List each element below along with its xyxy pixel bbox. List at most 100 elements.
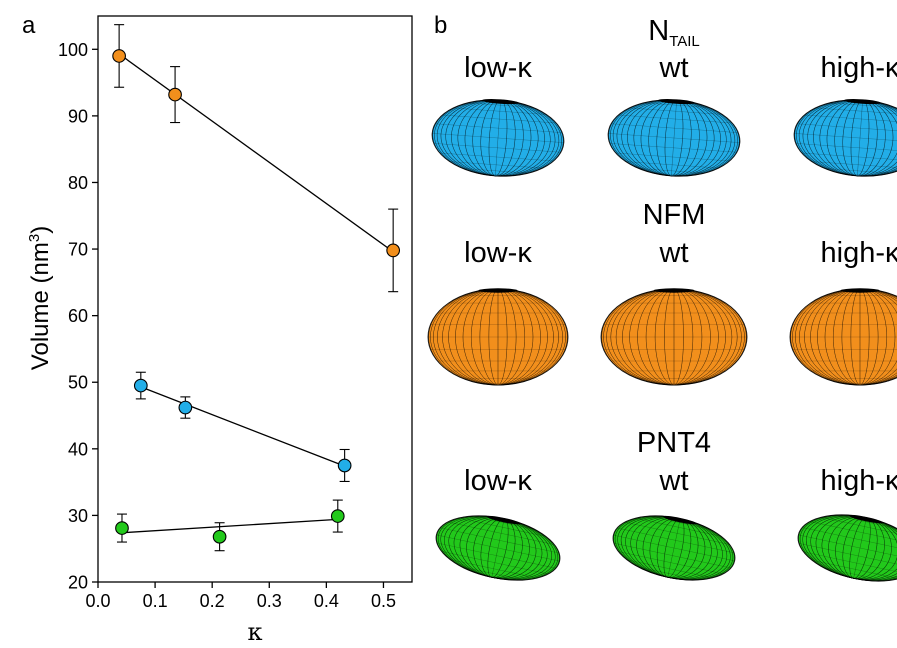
ellipsoid-mesh-line xyxy=(447,521,555,545)
ellipsoid-pole xyxy=(486,515,522,525)
ellipsoid-mesh-line xyxy=(449,559,538,579)
panel-a-label: a xyxy=(22,12,36,39)
pnt4-ellipsoid xyxy=(797,514,897,582)
ellipsoid-mesh-line xyxy=(638,168,705,174)
ellipsoid-mesh-line xyxy=(475,572,508,580)
x-tick-label: 0.0 xyxy=(85,591,110,611)
ellipsoid-mesh-line xyxy=(478,173,513,177)
ellipsoid-mesh-line xyxy=(815,107,897,115)
fit-lines xyxy=(118,53,394,534)
ellipsoid-mesh-line xyxy=(643,102,710,108)
ellipsoid-mesh-line xyxy=(798,542,897,569)
data-point xyxy=(168,87,182,102)
ellipsoid-mesh-line xyxy=(625,161,719,169)
nfm-ellipsoid xyxy=(789,288,897,386)
ntail-variant-label: wt xyxy=(659,52,689,84)
ntail-ellipsoid xyxy=(607,99,741,177)
ellipsoid-mesh-line xyxy=(629,107,723,115)
ellipsoid-mesh-line xyxy=(461,566,524,581)
ellipsoid-pole xyxy=(482,99,519,105)
y-tick-label: 100 xyxy=(58,40,88,60)
nfm-ellipsoid xyxy=(427,288,569,386)
ellipsoid-mesh-line xyxy=(439,152,554,162)
nfm-ellipsoid xyxy=(600,288,748,386)
ellipsoid-pole xyxy=(662,515,697,525)
ellipsoid-mesh-line xyxy=(811,161,897,169)
ellipsoid-mesh-line xyxy=(803,551,897,575)
fit-line xyxy=(118,53,394,253)
y-tick-label: 50 xyxy=(68,373,88,393)
ellipsoid-pole xyxy=(653,288,695,293)
ellipsoid-mesh-line xyxy=(453,107,547,115)
y-tick-label: 80 xyxy=(68,173,88,193)
fit-line xyxy=(140,386,345,467)
ellipsoid-mesh-line xyxy=(654,173,689,177)
y-tick-label: 20 xyxy=(68,573,88,593)
ellipsoid-mesh-line xyxy=(804,114,897,124)
ellipsoid-pole xyxy=(840,288,880,293)
ellipsoid-mesh-line xyxy=(613,542,732,569)
data-point xyxy=(112,49,126,63)
ellipsoid-mesh-line xyxy=(462,168,529,174)
nfm-variant-label: low-κ xyxy=(464,237,532,269)
ntail-variant-label: high-κ xyxy=(821,52,897,84)
pnt4-variant-label: high-κ xyxy=(821,465,897,497)
ellipsoid-mesh-line xyxy=(436,534,560,562)
data-point xyxy=(178,400,193,415)
x-tick-label: 0.2 xyxy=(200,591,225,611)
pnt4-ellipsoid xyxy=(612,515,736,581)
ellipsoid-mesh-line xyxy=(649,515,710,530)
ellipsoid-mesh-line xyxy=(615,152,730,162)
y-axis-title: Volume (nm3) xyxy=(26,226,54,370)
x-axis-title: κ xyxy=(248,618,263,646)
y-tick-label: 40 xyxy=(68,439,88,459)
data-point xyxy=(212,529,227,544)
ellipsoid-mesh-line xyxy=(467,102,534,108)
data-point xyxy=(386,243,401,258)
ellipsoid-mesh-line xyxy=(618,114,733,124)
ellipsoid-mesh-line xyxy=(829,102,896,108)
ellipsoid-mesh-line xyxy=(442,114,557,124)
pnt4-title: PNT4 xyxy=(637,427,711,459)
ellipsoid-mesh-line xyxy=(616,527,735,554)
plot-frame xyxy=(97,15,413,583)
ellipsoid-mesh-line xyxy=(618,551,724,575)
x-tick-label: 0.1 xyxy=(143,591,168,611)
y-tick-label: 30 xyxy=(68,506,88,526)
ellipsoid-mesh-line xyxy=(809,521,897,545)
ellipsoid-pole xyxy=(844,99,881,105)
ellipsoid-mesh-line xyxy=(449,161,543,169)
fit-line xyxy=(121,518,338,534)
y-axis-ticks: 20 30 40 50 60 70 80 90 100 xyxy=(58,40,98,593)
ellipsoid-mesh-line xyxy=(823,567,886,582)
ellipsoid-mesh-line xyxy=(798,534,897,562)
ellipsoid-panel: NTAIL low-κ wt high-κ NFM low-κ wt high-κ PNT4 lo… xyxy=(427,15,897,582)
x-axis-ticks: 0.0 0.1 0.2 0.3 0.4 0.5 xyxy=(85,582,396,611)
y-tick-label: 90 xyxy=(68,106,88,126)
ellipsoid-mesh-line xyxy=(811,559,897,579)
ellipsoid-mesh-line xyxy=(824,168,891,174)
panel-b-label: b xyxy=(434,12,447,39)
ellipsoid-mesh-line xyxy=(652,572,684,580)
pnt4-ellipsoid xyxy=(435,515,561,581)
ellipsoid-mesh-line xyxy=(834,514,897,529)
ellipsoid-mesh-line xyxy=(440,527,560,554)
ellipsoid-mesh-line xyxy=(840,173,875,177)
ellipsoid-mesh-line xyxy=(820,517,897,537)
data-points xyxy=(112,49,401,544)
ellipsoid-mesh-line xyxy=(837,573,870,581)
ellipsoid-mesh-line xyxy=(609,143,737,153)
volume-vs-kappa-chart: 20 30 40 50 60 70 80 90 100 0.0 0.1 0.2 0.3 0.4 0.5 V… xyxy=(26,15,413,646)
x-tick-label: 0.3 xyxy=(257,591,282,611)
ellipsoid-mesh-line xyxy=(458,517,547,537)
data-point xyxy=(337,458,352,473)
ellipsoid-mesh-line xyxy=(638,566,699,581)
nfm-variant-label: wt xyxy=(659,237,689,269)
ntail-ellipsoid xyxy=(793,99,897,177)
ellipsoid-pole xyxy=(848,514,884,524)
error-bars xyxy=(114,24,399,552)
ellipsoid-mesh-line xyxy=(611,123,739,133)
ellipsoid-mesh-line xyxy=(797,123,897,133)
ellipsoid-mesh-line xyxy=(802,527,897,554)
